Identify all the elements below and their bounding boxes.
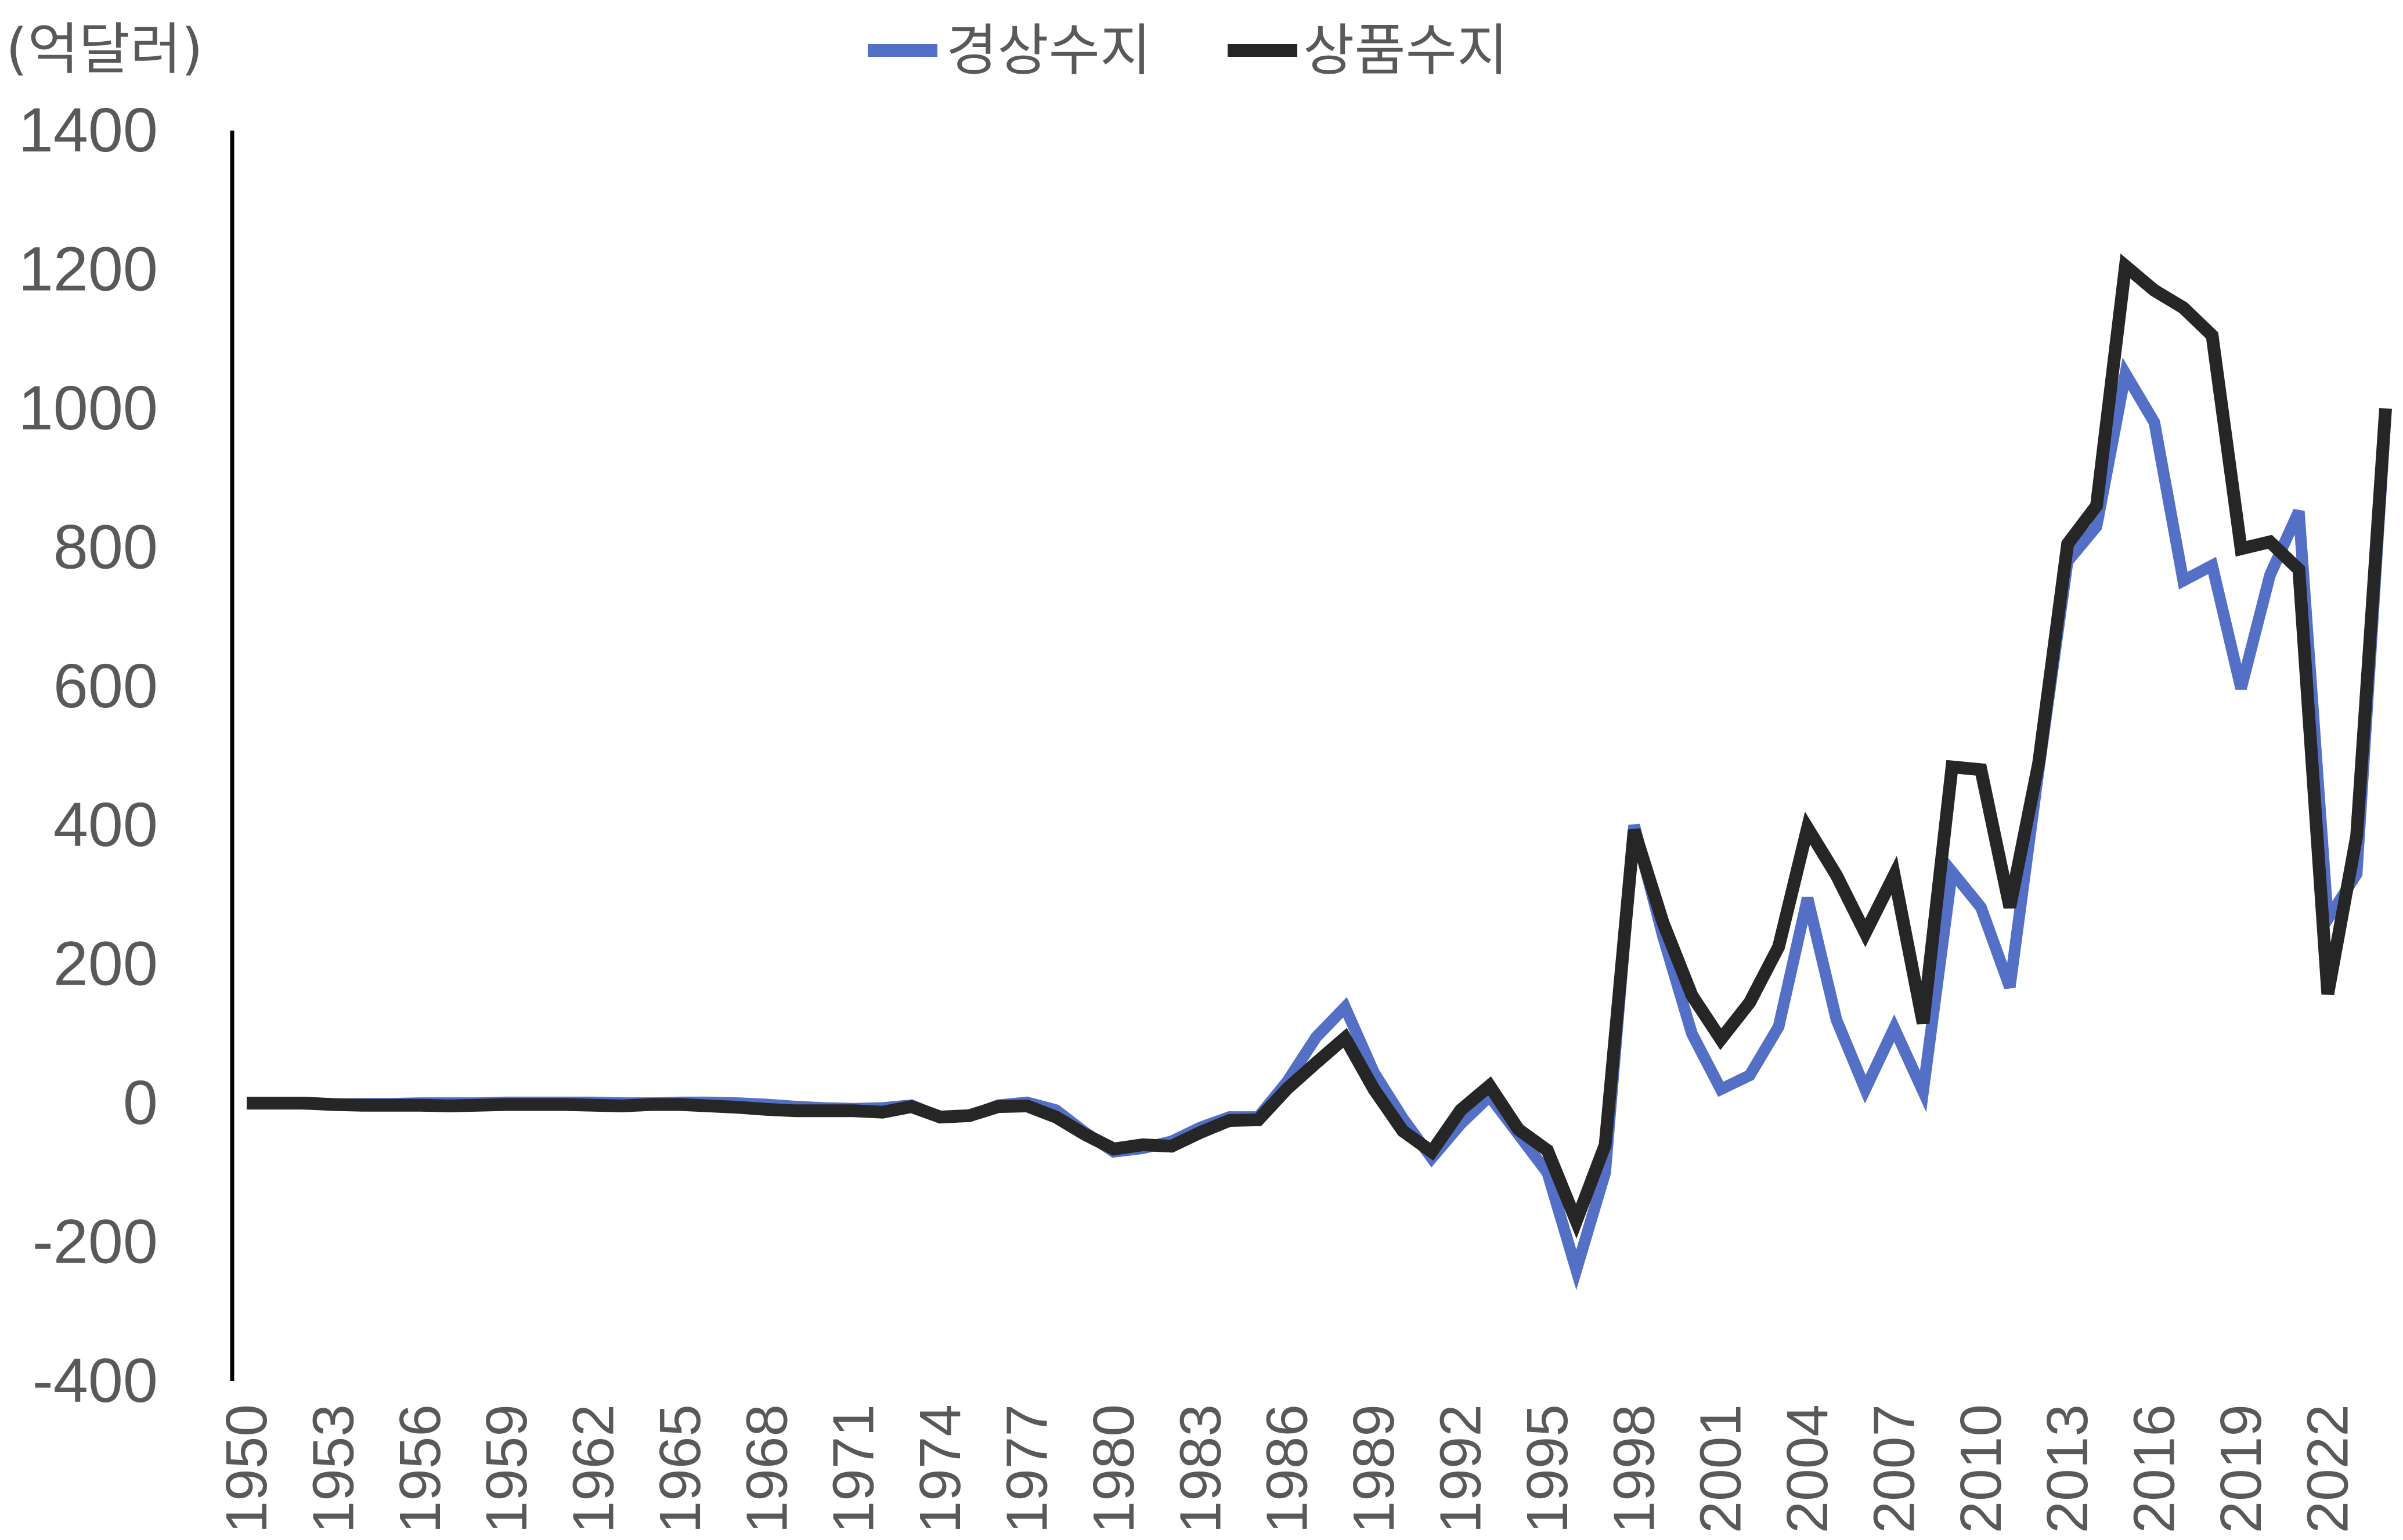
x-tick-label: 1971: [821, 1404, 886, 1533]
x-tick-label: 1956: [388, 1404, 453, 1533]
x-axis-tick-labels: 1950 1953 1956 1959 1962 1965 1968 1971 1974 1977…: [214, 1404, 2360, 1533]
y-tick-label: 1000: [19, 373, 158, 443]
y-tick-label: 0: [123, 1067, 158, 1137]
x-tick-label: 1977: [995, 1404, 1060, 1533]
x-tick-label: 1965: [648, 1404, 713, 1533]
x-tick-label: 1983: [1168, 1404, 1233, 1533]
x-tick-label: 1968: [734, 1404, 799, 1533]
x-tick-label: 1998: [1601, 1404, 1666, 1533]
x-tick-label: 2022: [2295, 1404, 2360, 1533]
x-tick-label: 1989: [1341, 1404, 1406, 1533]
x-tick-label: 1962: [561, 1404, 626, 1533]
legend-label: 상품수지: [1303, 18, 1508, 83]
x-tick-label: 1992: [1428, 1404, 1493, 1533]
y-tick-label: 400: [53, 789, 158, 859]
series-line-current-account: [247, 357, 2391, 1290]
x-tick-label: 2007: [1861, 1404, 1926, 1533]
x-tick-label: 1959: [474, 1404, 539, 1533]
y-axis-unit-label: (억달러): [6, 17, 203, 82]
x-tick-label: 1995: [1515, 1404, 1580, 1533]
y-tick-label: -200: [33, 1206, 158, 1277]
x-tick-label: 2001: [1688, 1404, 1753, 1533]
y-tick-label: 600: [53, 650, 158, 721]
y-tick-label: 1400: [19, 95, 158, 165]
y-tick-label: 1200: [19, 233, 158, 303]
legend-label: 경상수지: [946, 18, 1151, 83]
x-tick-label: 2016: [2122, 1404, 2187, 1533]
x-tick-label: 2010: [1949, 1404, 2014, 1533]
x-tick-label: 1986: [1255, 1404, 1320, 1533]
y-tick-label: 200: [53, 928, 158, 999]
y-tick-label: 800: [53, 511, 158, 581]
y-tick-label: -400: [33, 1345, 158, 1415]
x-tick-label: 2004: [1775, 1404, 1840, 1533]
series-line-goods-balance: [247, 253, 2392, 1239]
legend: 경상수지 상품수지: [868, 18, 1508, 83]
x-tick-label: 1953: [301, 1404, 366, 1533]
x-tick-label: 1974: [908, 1404, 973, 1533]
x-tick-label: 2019: [2209, 1404, 2274, 1533]
x-tick-label: 1980: [1081, 1404, 1146, 1533]
series-lines: [247, 253, 2392, 1290]
x-tick-label: 1950: [214, 1404, 279, 1533]
y-axis-tick-labels: -400 -200 0 200 400 600 800 1000 1200 1400: [19, 95, 158, 1415]
x-tick-label: 2013: [2035, 1404, 2100, 1533]
